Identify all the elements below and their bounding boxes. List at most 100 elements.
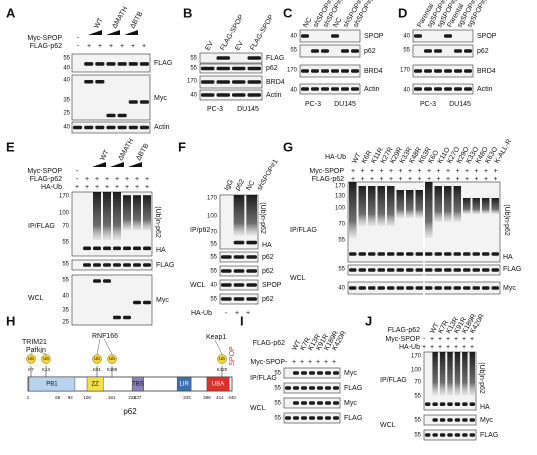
mw-marker: 40 — [62, 294, 69, 300]
smear — [482, 198, 490, 214]
band — [221, 283, 232, 287]
smear — [387, 186, 395, 226]
mw-marker: 55 — [62, 240, 69, 246]
smear — [472, 198, 480, 214]
treatment-label: Myc-SPOP — [385, 336, 420, 343]
band — [447, 402, 453, 406]
mw-marker: 55 — [414, 394, 421, 400]
blot-label: Myc — [480, 417, 493, 424]
band — [358, 252, 366, 256]
band — [113, 246, 121, 251]
smear — [368, 186, 376, 226]
band — [482, 286, 490, 290]
band — [368, 286, 376, 290]
blot — [71, 74, 151, 121]
band — [233, 283, 245, 287]
band — [331, 34, 339, 38]
mw-marker: 100 — [411, 368, 422, 374]
residue-number: 128 — [83, 395, 91, 400]
fraction-label: WCL — [290, 275, 306, 282]
band — [83, 246, 91, 251]
band — [414, 87, 422, 91]
band — [333, 386, 339, 390]
domain — [28, 376, 76, 392]
lane-heading: HA-Ub — [325, 154, 346, 161]
band — [103, 246, 111, 251]
band — [444, 252, 452, 256]
treatment-sign: + — [370, 176, 374, 183]
band — [464, 87, 472, 91]
treatment-sign: + — [115, 184, 119, 191]
mw-marker: 55 — [274, 401, 281, 407]
ub-label: Ub — [28, 356, 34, 361]
fraction-label: WCL — [190, 282, 206, 289]
lane-label: ΔMATH — [111, 6, 129, 30]
mw-marker: 130 — [335, 194, 346, 200]
mw-marker: 170 — [335, 184, 346, 190]
ub-label: Ub — [109, 356, 115, 361]
blot-label: p62 — [262, 254, 274, 261]
band — [93, 279, 101, 283]
band — [453, 286, 461, 290]
band — [358, 268, 366, 272]
band — [447, 418, 453, 422]
band — [309, 371, 315, 375]
treatment-sign: + — [446, 176, 450, 183]
lane-label: ΔBTB — [129, 10, 144, 30]
smear — [113, 192, 121, 240]
band — [73, 125, 83, 130]
ligase-connector — [30, 345, 37, 355]
band — [106, 62, 116, 66]
panel-letter: J — [365, 313, 372, 328]
fraction-label: IP/FLAG — [380, 377, 407, 384]
blot-label: Myc — [154, 95, 167, 102]
band — [95, 79, 105, 84]
blot-label: Actin — [266, 92, 282, 99]
band — [406, 268, 414, 272]
band — [246, 297, 257, 301]
band — [201, 66, 215, 71]
band — [93, 263, 101, 267]
mw-marker: 70 — [414, 380, 421, 386]
treatment-sign: + — [454, 336, 458, 343]
band — [233, 269, 245, 273]
band — [472, 252, 480, 256]
lane-label: IgG — [223, 179, 235, 192]
treatment-sign: + — [105, 184, 109, 191]
fraction-label: WCL — [380, 422, 396, 429]
treatment-sign: + — [455, 168, 459, 175]
blot-label: p62 — [266, 65, 278, 72]
mw-marker: 40 — [63, 66, 70, 72]
lane-label: NC — [332, 17, 343, 29]
treatment-label: HA-Ub — [41, 184, 62, 191]
treatment-sign: + — [360, 176, 364, 183]
treatment-sign: + — [430, 344, 434, 351]
ligase-connector — [96, 338, 101, 355]
treatment-sign: + — [316, 359, 320, 366]
band — [341, 87, 349, 91]
blot-label: Actin — [477, 86, 493, 93]
blot — [199, 89, 263, 101]
band — [143, 300, 151, 305]
mw-marker: 40 — [290, 88, 297, 94]
panel-letter: C — [283, 5, 293, 20]
treatment-sign: + — [454, 344, 458, 351]
protein-name: p62 — [123, 407, 137, 416]
smear — [425, 182, 433, 238]
lane-label: NC — [245, 180, 256, 192]
band — [333, 416, 339, 420]
band — [424, 49, 432, 53]
band — [216, 93, 230, 97]
band — [293, 416, 299, 420]
band — [444, 286, 452, 290]
band — [246, 269, 257, 273]
treatment-sign: + — [300, 359, 304, 366]
smear — [463, 198, 471, 214]
band — [233, 255, 245, 259]
blot-label: SPOP — [364, 33, 384, 40]
band — [311, 69, 319, 73]
blot — [412, 29, 474, 43]
site-label: K420 — [217, 367, 228, 372]
band — [123, 263, 131, 267]
gradient-wedge — [106, 30, 120, 35]
